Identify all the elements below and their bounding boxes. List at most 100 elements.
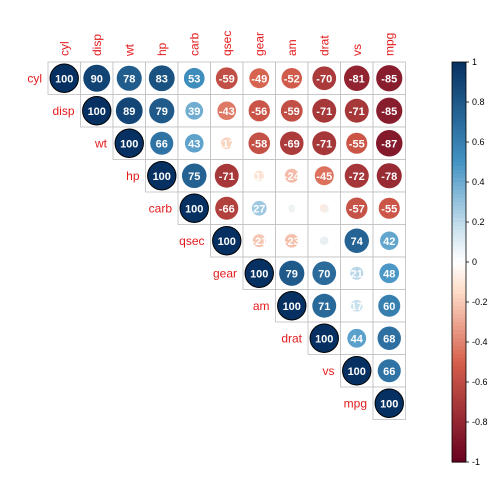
- corr-value-cyl-mpg: -85: [381, 73, 397, 85]
- corr-circle-carb-mpg: [378, 197, 400, 219]
- color-legend: 1 0.8 0.6 0.4 0.2 0 -0.2 -0.4 -0.6 -0.8 -1: [451, 57, 488, 467]
- corr-circle-mpg-mpg: [374, 388, 404, 418]
- corr-value-disp-vs: -71: [349, 106, 365, 118]
- corr-value-wt-qsec: -17: [219, 138, 235, 150]
- corr-value-am-drat: 71: [318, 301, 330, 313]
- legend-color-segment: [452, 146, 466, 151]
- legend-tick-label-0.4: 0.4: [472, 177, 485, 187]
- cell-carb-gear: [242, 191, 276, 225]
- corr-value-carb-gear: 27: [253, 203, 265, 215]
- corr-circle-am-vs: [350, 299, 363, 312]
- corr-circle-disp-mpg: [376, 97, 403, 124]
- column-labels: cyl disp wt hp carb qsec gear am drat vs mpg: [57, 31, 396, 57]
- legend-color-segment: [452, 442, 466, 447]
- corr-value-am-mpg: 60: [383, 301, 395, 313]
- col-label-vs: vs: [350, 44, 364, 56]
- legend-color-segment: [452, 142, 466, 147]
- legend-color-segment: [452, 318, 466, 323]
- corr-circle-gear-mpg: [379, 263, 400, 284]
- corr-circle-disp-carb: [185, 101, 204, 120]
- corr-circle-disp-drat: [312, 98, 337, 123]
- legend-color-segment: [452, 422, 466, 427]
- corr-circle-gear-vs: [350, 266, 364, 280]
- corr-circle-carb-am: [288, 204, 296, 212]
- corr-value-carb-qsec: -66: [219, 203, 235, 215]
- legend-color-segment: [452, 66, 466, 71]
- legend-color-segment: [452, 314, 466, 319]
- legend-color-segment: [452, 130, 466, 135]
- corr-circle-drat-mpg: [377, 326, 401, 350]
- corr-value-disp-qsec: -43: [219, 106, 235, 118]
- corr-circle-hp-am: [284, 168, 299, 183]
- legend-color-segment: [452, 286, 466, 291]
- corr-value-qsec-vs: 74: [351, 236, 364, 248]
- legend-color-segment: [452, 294, 466, 299]
- corr-value-cyl-carb: 53: [188, 73, 200, 85]
- legend-color-segment: [452, 434, 466, 439]
- corr-value-qsec-gear: -21: [251, 236, 267, 248]
- corr-value-drat-drat: 100: [315, 333, 333, 345]
- legend-color-segment: [452, 322, 466, 327]
- corr-circle-hp-vs: [344, 163, 369, 188]
- corr-circle-cyl-carb: [183, 67, 205, 89]
- corr-value-carb-am: 6: [289, 203, 295, 215]
- legend-color-segment: [452, 70, 466, 75]
- legend-color-segment: [452, 298, 466, 303]
- legend-color-segment: [452, 186, 466, 191]
- corr-value-cyl-hp: 83: [156, 73, 168, 85]
- corr-circle-cyl-cyl: [49, 63, 79, 93]
- col-label-qsec: qsec: [220, 31, 234, 56]
- legend-color-segment: [452, 166, 466, 171]
- legend-color-segment: [452, 358, 466, 363]
- col-label-wt: wt: [122, 43, 136, 57]
- corr-circle-drat-vs: [347, 328, 367, 348]
- corr-value-gear-drat: 70: [318, 268, 330, 280]
- corr-value-disp-drat: -71: [316, 106, 332, 118]
- legend-color-segment: [452, 126, 466, 131]
- corr-value-hp-hp: 100: [153, 171, 171, 183]
- corr-value-carb-mpg: -55: [381, 203, 397, 215]
- legend-color-segment: [452, 370, 466, 375]
- legend-color-segment: [452, 98, 466, 103]
- legend-color-segment: [452, 138, 466, 143]
- row-label-mpg: mpg: [344, 396, 367, 410]
- corr-circle-qsec-qsec: [212, 226, 242, 256]
- legend-color-segment: [452, 410, 466, 415]
- legend-color-segment: [452, 218, 466, 223]
- cell-am-vs: [340, 289, 374, 323]
- corr-circle-am-am: [277, 291, 307, 321]
- corr-value-hp-drat: -45: [316, 171, 332, 183]
- corr-circle-hp-drat: [314, 166, 334, 186]
- corr-circle-wt-vs: [346, 132, 368, 154]
- legend-color-segment: [452, 354, 466, 359]
- corr-value-wt-wt: 100: [120, 138, 138, 150]
- legend-color-segment: [452, 310, 466, 315]
- legend-color-segment: [452, 110, 466, 115]
- corr-value-vs-vs: 100: [348, 366, 366, 378]
- row-label-qsec: qsec: [179, 234, 204, 248]
- legend-color-segment: [452, 198, 466, 203]
- col-label-disp: disp: [90, 34, 104, 56]
- corr-circle-vs-mpg: [377, 359, 401, 383]
- corr-value-gear-am: 79: [286, 268, 298, 280]
- legend-color-segment: [452, 258, 466, 263]
- corr-circle-qsec-mpg: [380, 231, 399, 250]
- legend-color-segment: [452, 134, 466, 139]
- row-label-disp: disp: [52, 104, 74, 118]
- legend-color-segment: [452, 270, 466, 275]
- corr-circle-hp-gear: [254, 170, 265, 181]
- legend-color-segment: [452, 390, 466, 395]
- legend-tick-label--0.4: -0.4: [472, 337, 488, 347]
- legend-color-segment: [452, 282, 466, 287]
- legend-color-segment: [452, 162, 466, 167]
- corr-value-disp-am: -59: [284, 106, 300, 118]
- corr-circle-cyl-qsec: [215, 67, 238, 90]
- legend-color-segment: [452, 234, 466, 239]
- legend-color-segment: [452, 174, 466, 179]
- legend-color-segment: [452, 450, 466, 455]
- legend-color-segment: [452, 82, 466, 87]
- legend-color-segment: [452, 402, 466, 407]
- corr-circle-cyl-drat: [312, 66, 337, 91]
- legend-color-segment: [452, 226, 466, 231]
